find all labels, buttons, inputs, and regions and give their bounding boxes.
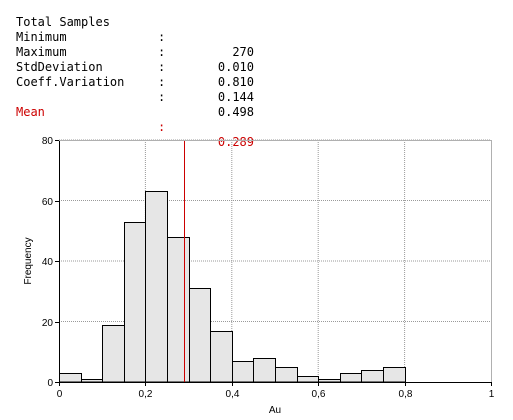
stat-std-deviation: StdDeviation : 0.144 — [16, 45, 254, 104]
histogram-bar-8 — [232, 361, 254, 383]
histogram-bar-13 — [340, 373, 362, 383]
stat-label: Mean — [16, 105, 45, 119]
histogram-bar-1 — [81, 379, 103, 383]
y-tick-label: 0 — [47, 378, 53, 389]
y-tick-label: 60 — [42, 197, 54, 208]
stat-minimum: Minimum : 0.010 — [16, 15, 254, 74]
stat-value: 0.498 — [217, 105, 254, 119]
histogram-bar-7 — [210, 331, 233, 383]
axis-layer: 0 20 40 60 80 0 0,2 0,4 0,6 0,8 1 — [42, 136, 495, 400]
histogram-bar-11 — [297, 376, 319, 383]
stat-maximum: Maximum : 0.810 — [16, 30, 254, 89]
stat-separator: : — [158, 90, 166, 104]
histogram-bar-3 — [124, 222, 146, 383]
histogram-bar-6 — [189, 288, 211, 383]
y-tick-label: 40 — [42, 257, 54, 268]
x-axis-title: Au — [269, 405, 281, 416]
stat-value: 270 — [232, 45, 254, 59]
stat-separator: : — [158, 30, 166, 44]
x-tick-label: 0,2 — [139, 389, 153, 400]
stat-coeff-variation: Coeff.Variation : 0.498 — [16, 60, 254, 119]
histogram-bar-2 — [102, 325, 125, 383]
y-tick-label: 20 — [42, 318, 54, 329]
stat-separator: : — [158, 120, 166, 134]
stat-label: Total Samples — [16, 15, 110, 29]
stat-separator: : — [158, 75, 166, 89]
statistics-panel: Total Samples : 270 Minimum : 0.010 Maxi… — [16, 0, 254, 149]
histogram-bar-15 — [383, 367, 406, 383]
stat-separator: : — [158, 60, 166, 74]
bars-layer — [59, 191, 406, 383]
histogram-bar-10 — [275, 367, 298, 383]
histogram-bar-0 — [59, 373, 82, 383]
x-tick-label: 0,8 — [399, 389, 413, 400]
stat-mean: Mean : 0.289 — [16, 90, 254, 149]
y-tick-label: 80 — [42, 136, 54, 147]
stat-label: StdDeviation — [16, 60, 103, 74]
stat-value: 0.010 — [217, 60, 254, 74]
stat-value: 0.289 — [217, 135, 254, 149]
x-tick-label: 1 — [489, 389, 495, 400]
histogram-bar-14 — [361, 370, 384, 383]
stat-label: Minimum — [16, 30, 67, 44]
histogram-bar-5 — [167, 237, 190, 383]
stat-label: Coeff.Variation — [16, 75, 125, 89]
x-tick-label: 0,6 — [312, 389, 326, 400]
stat-separator: : — [158, 45, 166, 59]
y-axis-title: Frequency — [23, 237, 34, 284]
stat-value: 0.144 — [217, 90, 254, 104]
x-tick-label: 0,4 — [226, 389, 240, 400]
histogram-bar-9 — [253, 358, 276, 383]
stat-label: Maximum — [16, 45, 67, 59]
stat-value: 0.810 — [217, 75, 254, 89]
stat-total-samples: Total Samples : 270 — [16, 0, 254, 59]
histogram-bar-12 — [318, 379, 341, 383]
x-tick-label: 0 — [57, 389, 63, 400]
histogram-bar-4 — [145, 191, 168, 383]
